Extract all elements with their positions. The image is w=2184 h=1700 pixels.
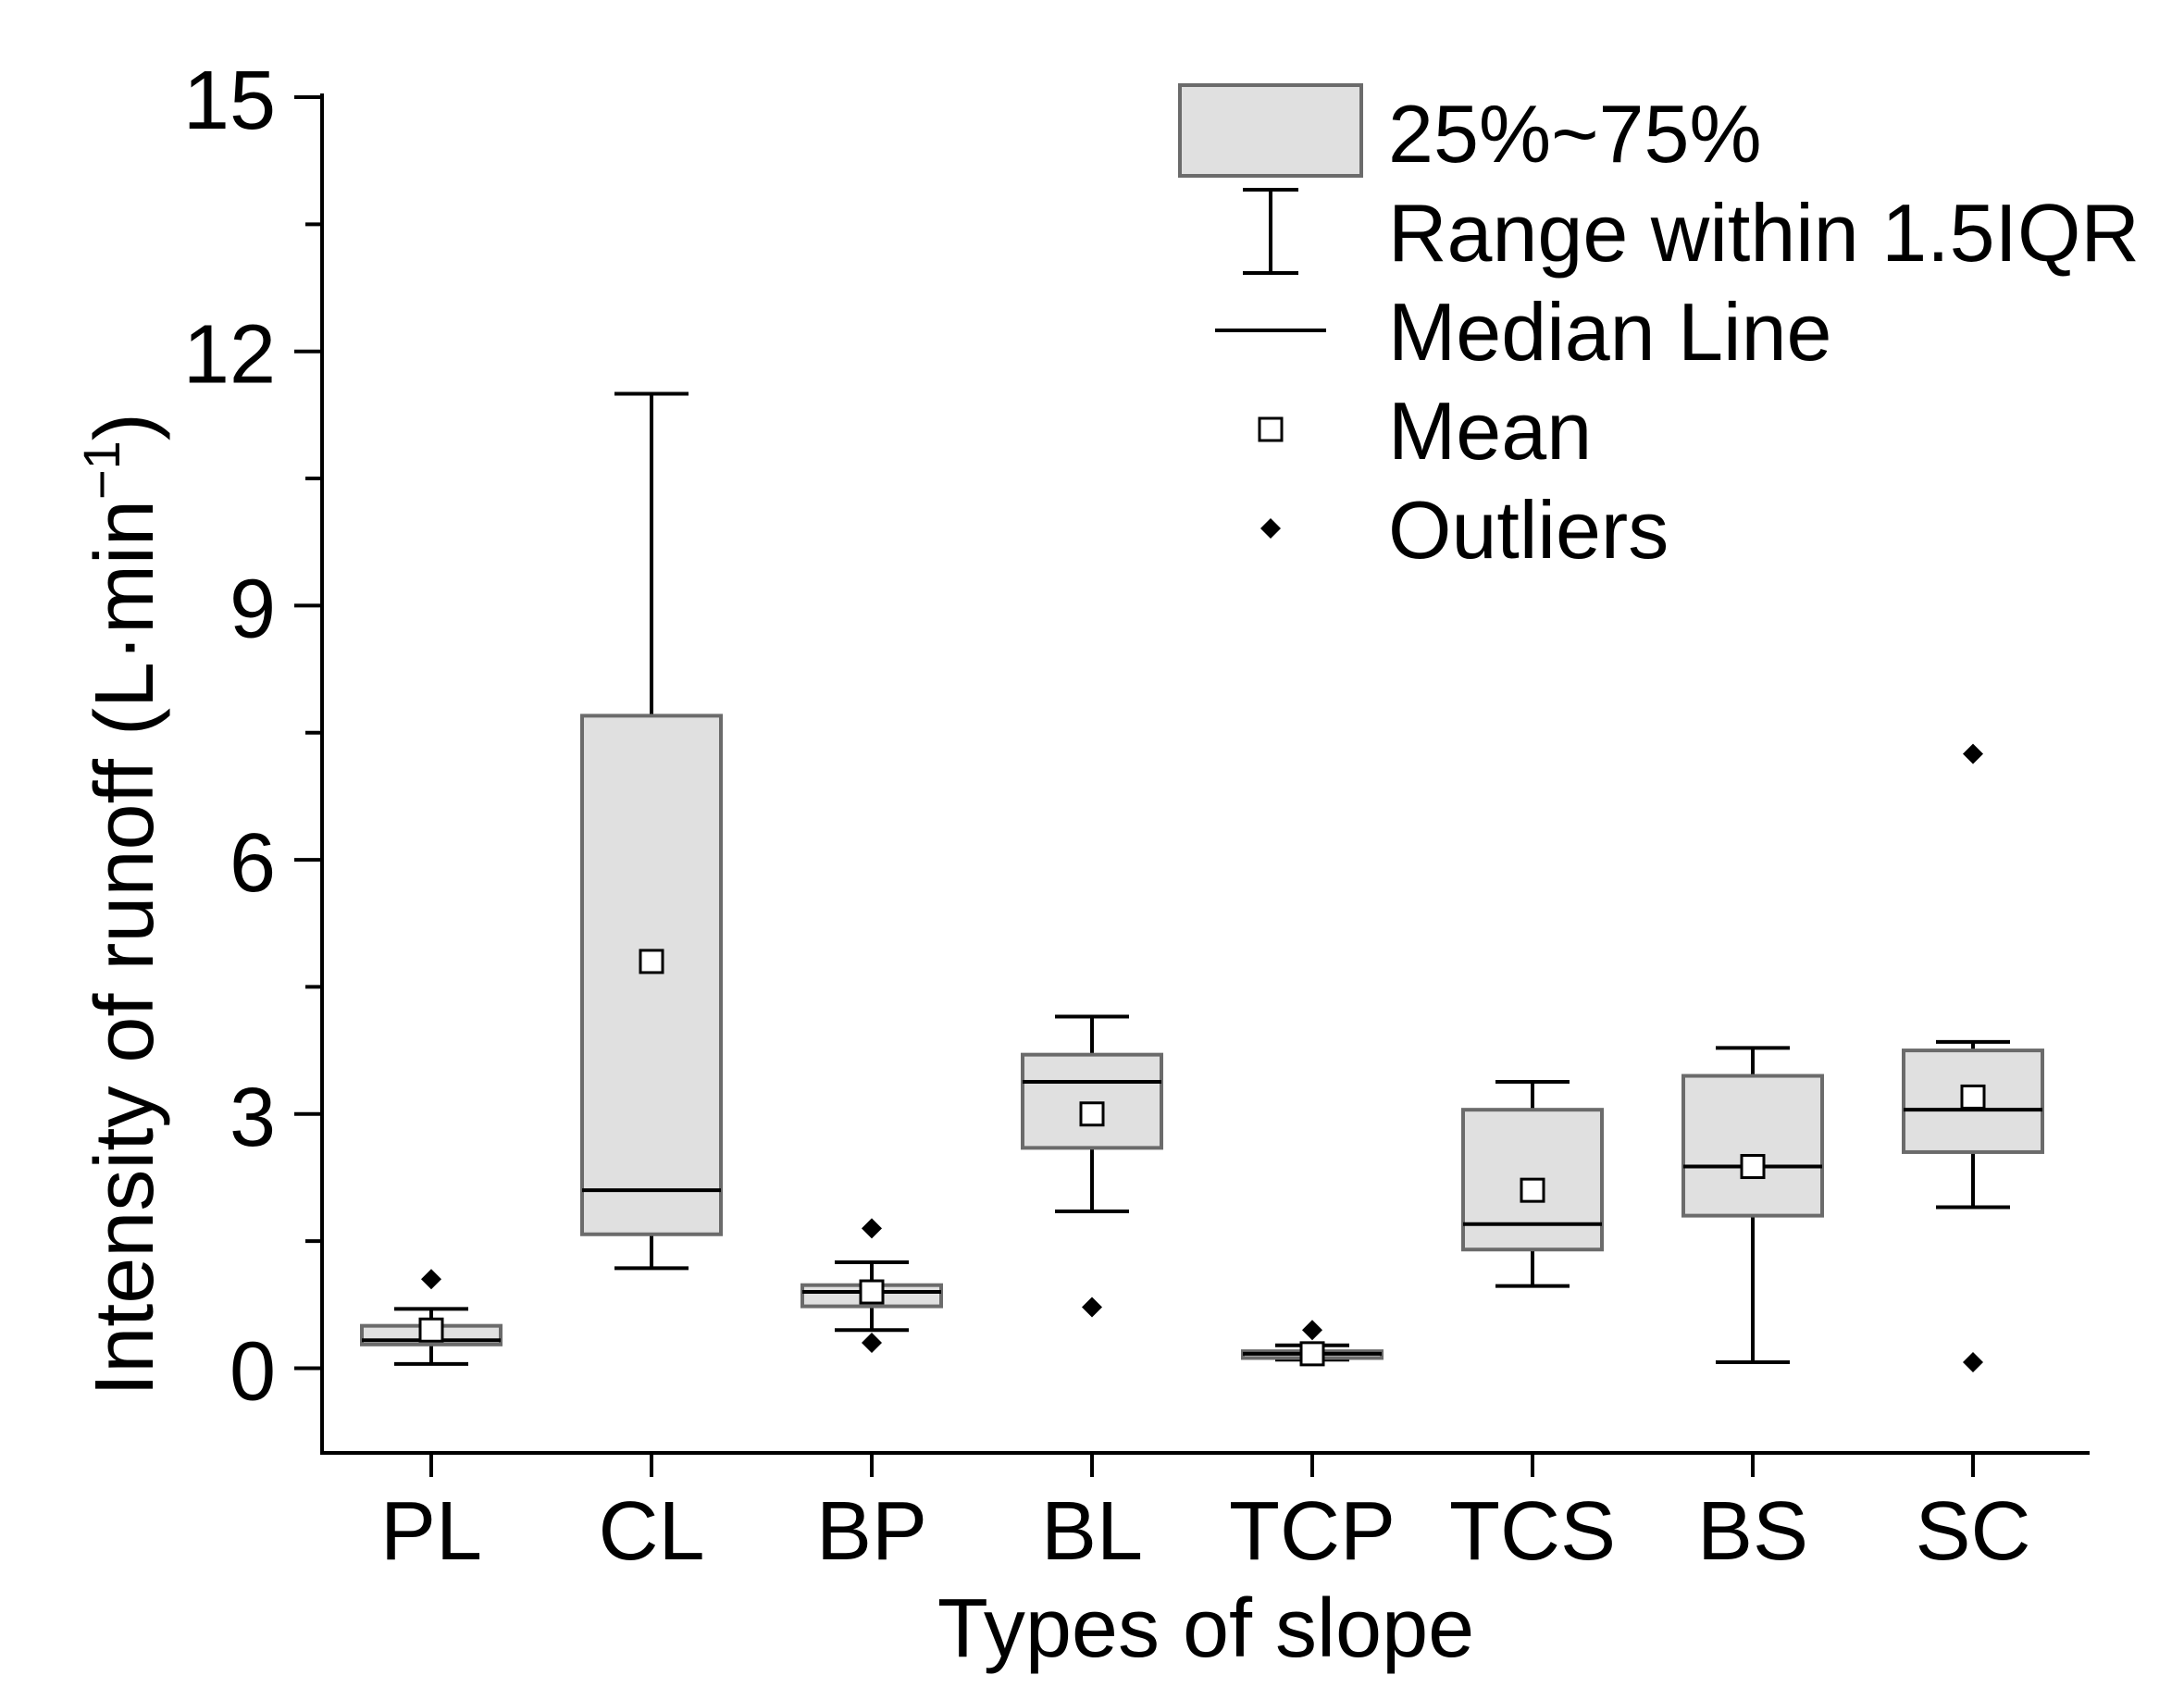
x-tick-label-bl: BL	[1041, 1485, 1143, 1578]
legend-box-swatch	[1178, 83, 1363, 178]
x-tick-label-sc: SC	[1915, 1485, 2030, 1578]
x-tick-label-tcs: TCS	[1449, 1485, 1616, 1578]
outlier-marker	[421, 1269, 441, 1290]
box-tcs	[1461, 1079, 1604, 1288]
box-bl	[1021, 1014, 1163, 1318]
y-tick-label: 3	[230, 1072, 276, 1164]
mean-marker	[1079, 1101, 1105, 1127]
box-tcp	[1241, 1320, 1384, 1367]
legend-entry-outlier: Outliers	[1260, 484, 1669, 576]
legend-entry-box: 25%~75%	[1178, 83, 1762, 180]
outlier-marker	[1082, 1297, 1102, 1318]
iqr-box	[580, 714, 723, 1236]
outlier-marker	[862, 1218, 882, 1239]
legend-label: Range within 1.5IQR	[1388, 187, 2140, 279]
box-cl	[580, 391, 723, 1271]
x-tick-label-tcp: TCP	[1229, 1485, 1396, 1578]
y-tick-label: 0	[230, 1325, 276, 1418]
y-tick-label: 9	[230, 563, 276, 655]
y-axis-title-main: Intensity of runoff (L·min	[79, 500, 171, 1396]
y-axis-title: Intensity of runoff (L·min−1)	[72, 413, 171, 1396]
axes: 0 3 6 9 12 15 PL CL BP BL TCP TCS BS SC	[183, 55, 2090, 1578]
mean-marker	[1960, 1084, 1986, 1110]
x-axis-title: Types of slope	[937, 1582, 1474, 1675]
mean-marker	[1740, 1154, 1766, 1180]
box-bp	[800, 1218, 943, 1353]
x-tick-label-bs: BS	[1697, 1485, 1808, 1578]
y-axis-title-suffix: )	[79, 413, 171, 441]
iqr-box	[1021, 1052, 1163, 1150]
mean-marker	[418, 1317, 444, 1343]
legend-mean-marker	[1258, 416, 1284, 442]
box-bs	[1681, 1046, 1824, 1365]
box-sc	[1902, 743, 2044, 1373]
outlier-marker	[862, 1332, 882, 1353]
legend-label: 25%~75%	[1388, 88, 1762, 180]
outlier-marker	[1963, 743, 1983, 764]
legend-outlier-marker	[1260, 518, 1281, 539]
x-tick-label-cl: CL	[598, 1485, 704, 1578]
mean-marker	[859, 1279, 885, 1305]
legend-label: Mean	[1388, 385, 1592, 477]
mean-marker	[639, 949, 664, 974]
y-axis-title-superscript: −1	[72, 441, 130, 500]
x-tick-label-pl: PL	[380, 1485, 482, 1578]
boxes-layer	[360, 391, 2044, 1373]
outlier-marker	[1963, 1352, 1983, 1373]
y-tick-label: 15	[183, 55, 276, 147]
outlier-marker	[1302, 1320, 1322, 1341]
x-tick-label-bp: BP	[816, 1485, 927, 1578]
legend-label: Median Line	[1388, 286, 1831, 378]
legend-label: Outliers	[1388, 484, 1669, 576]
legend-entry-median: Median Line	[1215, 286, 1831, 378]
legend-entry-mean: Mean	[1258, 385, 1592, 477]
y-tick-label: 6	[230, 817, 276, 910]
box-pl	[360, 1269, 503, 1366]
mean-marker	[1299, 1341, 1325, 1367]
legend-entry-range: Range within 1.5IQR	[1243, 187, 2140, 279]
iqr-box	[1681, 1073, 1824, 1218]
mean-marker	[1520, 1177, 1545, 1203]
y-tick-label: 12	[183, 309, 276, 402]
